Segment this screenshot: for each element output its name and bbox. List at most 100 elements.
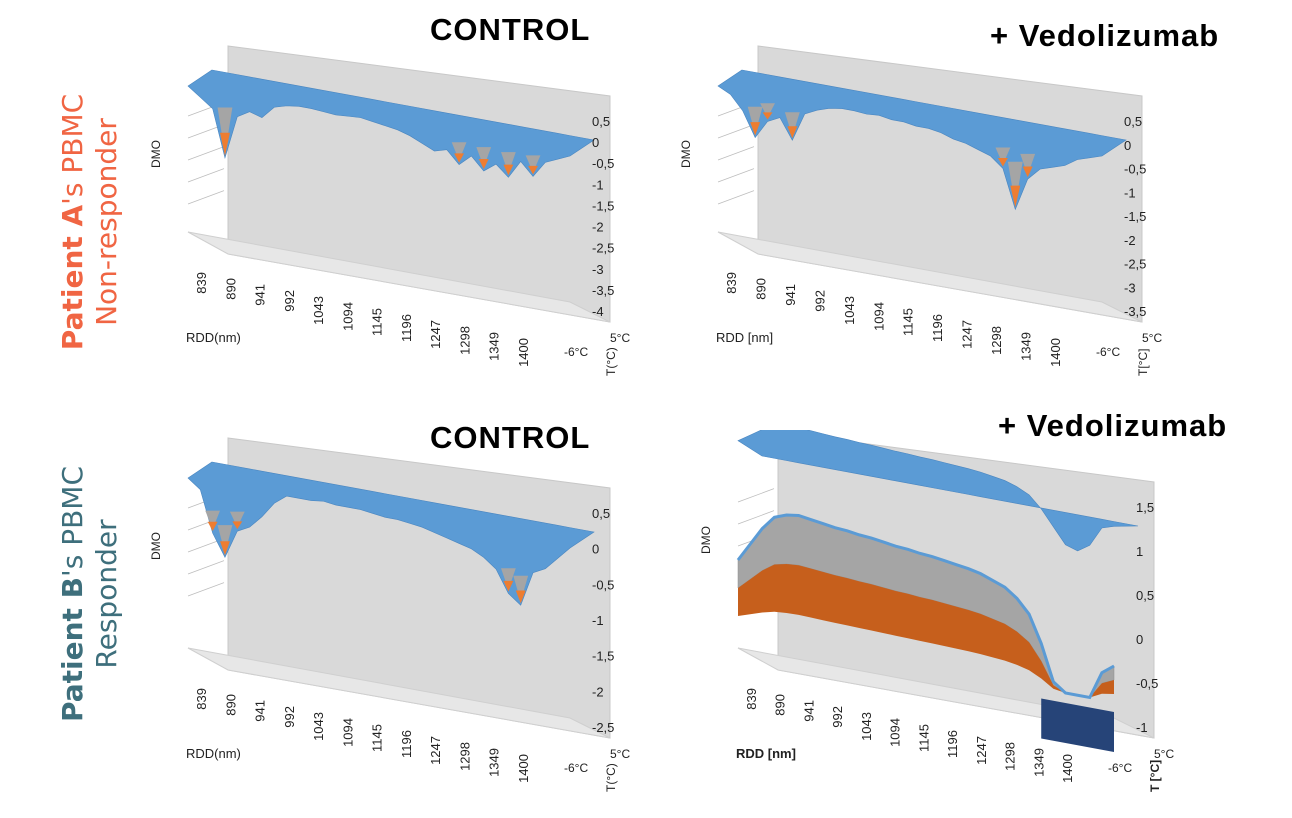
patient-b-bold: Patient B <box>56 576 89 723</box>
patient-b-rest: 's PBMC <box>56 465 89 577</box>
x-tick-label: 1043 <box>859 712 874 741</box>
band-orange <box>762 112 773 120</box>
x-tick-label: 941 <box>253 700 268 722</box>
z-tick-label: 0,5 <box>1136 588 1154 603</box>
x-tick-label: 992 <box>812 290 827 312</box>
chart-patient-b-control: 0,5 0 -0,5 -1 -1,5 -2 -2,5 DMO 839 890 941 992 1043 1… <box>148 436 658 798</box>
z-tick-label: 0 <box>592 542 599 557</box>
z-tick-label: 1,5 <box>1136 500 1154 515</box>
y-tick-label: 5°C <box>610 747 630 761</box>
y-tick-label: 5°C <box>1154 747 1174 761</box>
surface-chart: 1,5 1 0,5 0 -0,5 -1 DMO 839 890 941 992 1043 1094 114… <box>699 425 1174 792</box>
band-orange <box>220 541 230 556</box>
x-tick-label: 1298 <box>1003 742 1018 771</box>
band-gray <box>217 107 233 154</box>
y-tick-label: -6°C <box>564 761 588 775</box>
surface-blue <box>187 69 595 178</box>
z-tick-label: 0,5 <box>1124 114 1142 129</box>
x-tick-label: 1094 <box>888 718 903 747</box>
y-tick-label: 5°C <box>1142 331 1162 345</box>
band-gray <box>513 575 529 602</box>
x-axis-label: RDD [nm] <box>736 746 796 761</box>
title-vedolizumab-b: + Vedolizumab <box>998 408 1228 443</box>
z-tick-label: -1 <box>592 177 604 192</box>
x-tick-label: 890 <box>773 694 788 716</box>
x-tick-label: 1145 <box>370 724 385 752</box>
band-gray <box>217 525 233 554</box>
z-tick-label: -2,5 <box>592 241 614 256</box>
x-tick-label: 1043 <box>311 296 326 325</box>
band-gray <box>476 147 492 167</box>
band-orange <box>478 159 489 169</box>
x-axis-label: RDD(nm) <box>186 746 241 761</box>
y-tick-label: -6°C <box>564 345 588 359</box>
x-tick-label: 1400 <box>1060 754 1075 783</box>
x-tick-label: 1043 <box>842 296 857 325</box>
band-gray <box>205 510 221 529</box>
band-orange <box>503 580 514 592</box>
z-tick-label: -1,5 <box>592 198 614 213</box>
band-gray <box>784 112 800 137</box>
band-orange-surface <box>738 564 1114 698</box>
gridline <box>187 146 225 161</box>
floor <box>187 647 611 739</box>
y-axis-label: T(°C) <box>604 347 618 376</box>
x-tick-label: 1094 <box>871 302 886 331</box>
z-tick-label: -1,5 <box>1124 209 1146 224</box>
x-tick-label: 1196 <box>399 730 414 758</box>
x-tick-label: 1247 <box>974 736 989 765</box>
surface-chart: 0,5 0 -0,5 -1 -1,5 -2 -2,5 -3 -3,5 DMO 839 890 941 99… <box>679 45 1162 376</box>
x-tick-label: 992 <box>830 706 845 728</box>
band-orange <box>207 521 218 531</box>
x-tick-label: 1247 <box>428 320 443 349</box>
band-gray <box>229 511 245 528</box>
z-tick-label: -3,5 <box>1124 304 1146 319</box>
row-label-patient-b: Patient B's PBMC Responder <box>56 429 124 759</box>
z-tick-label: 0 <box>592 135 599 150</box>
chart-patient-a-vedolizumab: 0,5 0 -0,5 -1 -1,5 -2 -2,5 -3 -3,5 DMO 839 890 941 99… <box>678 44 1190 382</box>
x-tick-label: 1400 <box>1048 338 1063 367</box>
band-gray <box>525 155 541 173</box>
x-axis-label: RDD(nm) <box>186 330 241 345</box>
band-gray <box>747 106 763 134</box>
z-tick-label: -0,5 <box>592 156 614 171</box>
band-gray <box>500 152 516 174</box>
x-tick-label: 1145 <box>370 308 385 336</box>
gridline <box>187 168 225 183</box>
floor <box>187 231 611 323</box>
z-axis-label: DMO <box>699 526 713 554</box>
z-tick-label: 0 <box>1136 632 1143 647</box>
gridline <box>717 146 755 161</box>
x-tick-label: 890 <box>223 278 238 300</box>
z-tick-label: -1 <box>1136 720 1148 735</box>
patient-b-status: Responder <box>90 519 123 669</box>
band-orange <box>1010 185 1021 208</box>
x-tick-label: 1094 <box>340 718 355 747</box>
z-axis-label: DMO <box>149 532 163 560</box>
y-axis-label: T [°C] <box>1148 760 1162 792</box>
band-orange <box>528 165 538 175</box>
x-tick-label: 1298 <box>457 326 472 355</box>
z-tick-label: -0,5 <box>1136 676 1158 691</box>
band-orange <box>750 122 761 136</box>
x-tick-label: 1043 <box>311 712 326 741</box>
chart-patient-b-vedolizumab: 1,5 1 0,5 0 -0,5 -1 DMO 839 890 941 992 1043 1094 114… <box>698 425 1202 798</box>
z-tick-label: -2 <box>592 220 604 235</box>
patient-a-bold: Patient A <box>56 204 89 351</box>
x-tick-label: 1196 <box>930 314 945 342</box>
y-tick-label: -6°C <box>1096 345 1120 359</box>
x-tick-label: 1145 <box>916 724 931 752</box>
surface-blue <box>717 69 1127 211</box>
band-orange <box>220 132 230 156</box>
z-tick-label: -3,5 <box>592 283 614 298</box>
band-orange <box>997 157 1008 167</box>
x-tick-label: 1247 <box>960 320 975 349</box>
surface-chart: 0,5 0 -0,5 -1 -1,5 -2 -2,5 -3 -3,5 -4 DMO 839 890 941… <box>149 45 630 376</box>
x-tick-label: 1400 <box>516 338 531 367</box>
x-tick-label: 1145 <box>901 308 916 336</box>
z-tick-label: 0,5 <box>592 114 610 129</box>
title-control-a: CONTROL <box>430 12 591 47</box>
band-orange <box>503 164 514 176</box>
band-gray <box>1020 153 1036 176</box>
gridline <box>187 560 225 575</box>
